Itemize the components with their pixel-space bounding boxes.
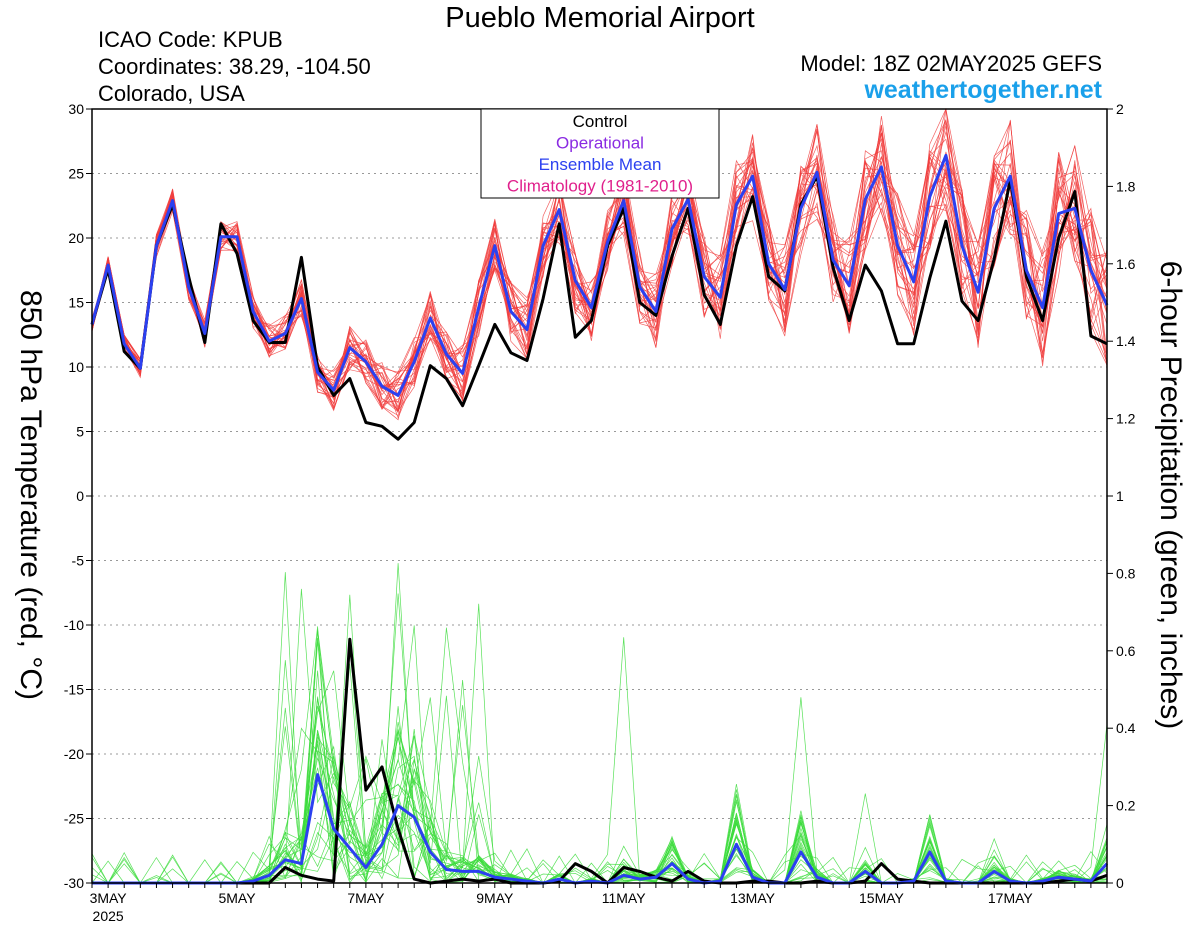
model-run: Model: 18Z 02MAY2025 GEFS (800, 51, 1102, 76)
precip-member-line (92, 755, 1108, 884)
precip-member-line (92, 625, 1108, 884)
legend-item: Operational (556, 134, 644, 153)
precip-member-line (92, 663, 1108, 884)
y-right-tick-label: 0.6 (1116, 643, 1136, 659)
precip-member-line (92, 670, 1108, 884)
precip-member-line (92, 670, 1108, 884)
x-tick-label: 11MAY (602, 890, 646, 906)
y-right-tick-label: 1.8 (1116, 178, 1136, 194)
precip-member-line (91, 697, 1108, 884)
y-left-tick-label: 10 (68, 359, 84, 375)
x-year-label: 2025 (93, 908, 124, 924)
x-tick-label: 13MAY (730, 890, 776, 906)
precip-member-line (92, 776, 1108, 884)
y-right-tick-label: 0.4 (1116, 720, 1136, 736)
precip-member-line (92, 627, 1108, 884)
x-tick-label: 3MAY (90, 890, 128, 906)
y-right-tick-label: 0.2 (1116, 798, 1136, 814)
legend: Control Operational Ensemble Mean Climatolo… (480, 108, 720, 199)
coordinates: Coordinates: 38.29, -104.50 (98, 54, 371, 79)
control-precip-line (92, 637, 1108, 885)
x-tick-label: 17MAY (988, 890, 1034, 906)
chart-title: Pueblo Memorial Airport (445, 2, 755, 34)
precip-member-line (91, 705, 1108, 884)
y-right-tick-label: 1.6 (1116, 256, 1136, 272)
y-left-tick-label: 5 (76, 424, 84, 440)
precip-member-line (92, 723, 1108, 884)
y-right-tick-label: 0 (1116, 875, 1124, 891)
y-left-tick-label: 25 (68, 166, 84, 182)
x-tick-label: 7MAY (347, 890, 385, 906)
precip-member-line (92, 697, 1108, 884)
precip-member-line (92, 637, 1108, 884)
ensemble-mean-precip-line (92, 773, 1109, 885)
grid-lines (92, 173, 1107, 819)
precip-member-line (92, 698, 1108, 884)
precip-member-line (92, 756, 1108, 884)
y-left-tick-label: -20 (64, 746, 84, 762)
precip-member-line (91, 638, 1108, 884)
control-temperature-line (90, 174, 1108, 441)
location: Colorado, USA (98, 81, 245, 106)
precip-member-line (91, 593, 1108, 884)
y-right-tick-label: 2 (1116, 101, 1124, 117)
legend-box (480, 108, 720, 199)
ensemble-members (91, 107, 1108, 885)
precip-member-line (92, 630, 1108, 884)
y-right-tick-label: 0.8 (1116, 565, 1136, 581)
y-left-tick-label: -5 (72, 553, 85, 569)
x-tick-label: 5MAY (218, 890, 256, 906)
precip-member-line (92, 745, 1108, 884)
y-left-tick-label: 20 (68, 230, 84, 246)
y-left-tick-label: 0 (76, 488, 84, 504)
icao-code: ICAO Code: KPUB (98, 27, 283, 52)
ensemble-mean-temperature-line (90, 153, 1109, 397)
axes: 302520151050-5-10-15-20-25-3021.81.61.41… (64, 101, 1136, 924)
precip-member-line (92, 705, 1108, 884)
y-left-tick-label: 30 (68, 101, 84, 117)
precip-member-line (92, 727, 1108, 884)
y-left-tick-label: -15 (64, 682, 84, 698)
y-left-tick-label: -25 (64, 811, 84, 827)
legend-item: Ensemble Mean (539, 155, 662, 174)
x-tick-label: 9MAY (476, 890, 514, 906)
precip-member-line (92, 563, 1108, 884)
precip-member-line (92, 572, 1108, 885)
precip-member-line (92, 629, 1108, 884)
legend-item: Climatology (1981-2010) (507, 177, 693, 196)
y-right-tick-label: 1.2 (1116, 411, 1136, 427)
y-left-tick-label: 15 (68, 295, 84, 311)
site-link[interactable]: weathertogether.net (864, 76, 1102, 104)
y-right-tick-label: 1 (1116, 488, 1124, 504)
y-left-tick-label: -30 (64, 875, 84, 891)
precip-member-line (92, 594, 1108, 884)
precip-member-line (92, 729, 1108, 884)
y-right-tick-label: 1.4 (1116, 333, 1136, 349)
precip-member-line (92, 588, 1108, 884)
legend-item: Control (573, 112, 628, 131)
y-left-tick-label: -10 (64, 617, 84, 633)
precip-member-line (91, 660, 1108, 884)
x-tick-label: 15MAY (859, 890, 905, 906)
precip-member-line (92, 696, 1108, 884)
precip-member-line (92, 698, 1108, 884)
